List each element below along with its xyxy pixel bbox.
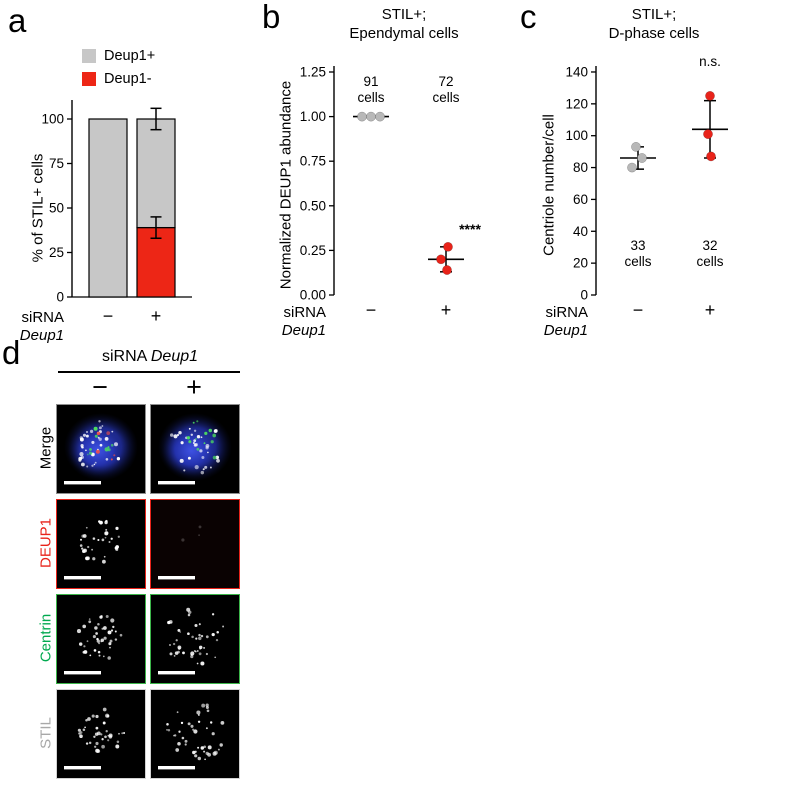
- panel-b-title-line1: STIL+;: [381, 6, 427, 23]
- svg-text:siRNA: siRNA: [283, 304, 326, 321]
- svg-text:cells: cells: [624, 254, 651, 269]
- svg-text:0.25: 0.25: [300, 243, 326, 258]
- svg-text:25: 25: [49, 245, 64, 260]
- panel-c-dot-plot: 02040608010012014033cells−32cellsn.s.+si…: [544, 54, 728, 339]
- panel-a-letter: a: [8, 2, 27, 39]
- svg-text:siRNA: siRNA: [21, 309, 64, 326]
- svg-text:****: ****: [459, 221, 481, 237]
- legend-label: Deup1-: [104, 71, 152, 87]
- panel-c-title-line2: D-phase cells: [608, 24, 700, 42]
- panel-c-title-line1: STIL+;: [631, 6, 677, 23]
- panel-a-legend: Deup1+ Deup1-: [82, 48, 155, 94]
- legend-item-1: Deup1-: [82, 71, 155, 87]
- panel-d-header-gene: Deup1: [150, 348, 199, 365]
- panel-b-title-line2: Ependymal cells: [349, 24, 459, 42]
- svg-text:n.s.: n.s.: [699, 54, 721, 69]
- svg-text:0.75: 0.75: [300, 154, 326, 169]
- svg-text:cells: cells: [357, 90, 384, 105]
- legend-swatch: [82, 72, 96, 86]
- svg-text:120: 120: [565, 96, 588, 111]
- micrograph-centrin-minus: [56, 594, 146, 684]
- row-label-merge: Merge: [37, 426, 55, 470]
- svg-text:+: +: [705, 300, 716, 320]
- svg-text:Deup1: Deup1: [282, 322, 326, 339]
- svg-text:60: 60: [573, 192, 588, 207]
- row-label-centrin: Centrin: [37, 613, 55, 663]
- svg-text:−: −: [366, 300, 377, 320]
- svg-text:0.00: 0.00: [300, 288, 326, 303]
- svg-text:100: 100: [565, 128, 588, 143]
- panel-c-letter: c: [520, 0, 537, 35]
- svg-text:1.25: 1.25: [300, 65, 326, 80]
- svg-text:−: −: [103, 306, 114, 326]
- svg-text:+: +: [441, 300, 452, 320]
- panel-d-column-minus: −: [92, 372, 108, 402]
- svg-text:20: 20: [573, 256, 588, 271]
- svg-text:siRNA: siRNA: [545, 304, 588, 321]
- micrograph-centrin-plus: [150, 594, 240, 684]
- svg-text:0: 0: [580, 288, 588, 303]
- svg-text:−: −: [633, 300, 644, 320]
- svg-text:140: 140: [565, 64, 588, 79]
- svg-text:0.50: 0.50: [300, 198, 326, 213]
- panel-d-letter: d: [2, 334, 21, 371]
- panel-b-letter: b: [262, 0, 281, 35]
- svg-text:32: 32: [702, 238, 717, 253]
- legend-item-0: Deup1+: [82, 48, 155, 64]
- panel-d-header-sirna: siRNA: [101, 348, 147, 365]
- row-label-deup1: DEUP1: [37, 517, 55, 569]
- svg-text:cells: cells: [432, 90, 459, 105]
- legend-swatch: [82, 49, 96, 63]
- panel-b-dot-plot: 1.251.000.750.500.250.0091cells−72cells*…: [282, 65, 482, 340]
- micrograph-stil-minus: [56, 689, 146, 779]
- svg-text:+: +: [151, 306, 162, 326]
- svg-text:100: 100: [41, 112, 64, 127]
- svg-text:75: 75: [49, 156, 64, 171]
- panel-d-column-plus: +: [186, 372, 202, 402]
- legend-label: Deup1+: [104, 48, 156, 64]
- micrograph-deup1-plus: [150, 499, 240, 589]
- panel-d-header-underline: [58, 371, 240, 373]
- svg-text:50: 50: [49, 201, 64, 216]
- panel-b-title: STIL+; Ependymal cells: [349, 6, 458, 43]
- micrograph-merge-plus: [150, 404, 240, 494]
- svg-text:40: 40: [573, 224, 588, 239]
- micrograph-deup1-minus: [56, 499, 146, 589]
- panel-d: siRNA Deup1 − + Merge DEUP1 Centrin STIL: [0, 340, 260, 790]
- micrograph-stil-plus: [150, 689, 240, 779]
- svg-text:Deup1: Deup1: [20, 327, 64, 344]
- svg-text:80: 80: [573, 160, 588, 175]
- row-label-stil: STIL: [37, 717, 55, 749]
- svg-text:72: 72: [438, 74, 453, 89]
- panel-c-title: STIL+; D-phase cells: [609, 6, 700, 43]
- svg-text:33: 33: [630, 238, 645, 253]
- micrograph-merge-minus: [56, 404, 146, 494]
- panel-d-header: siRNA Deup1: [56, 348, 244, 366]
- svg-text:Deup1: Deup1: [544, 322, 588, 339]
- svg-text:1.00: 1.00: [300, 109, 326, 124]
- svg-text:cells: cells: [696, 254, 723, 269]
- svg-text:91: 91: [363, 74, 378, 89]
- svg-text:0: 0: [56, 290, 64, 305]
